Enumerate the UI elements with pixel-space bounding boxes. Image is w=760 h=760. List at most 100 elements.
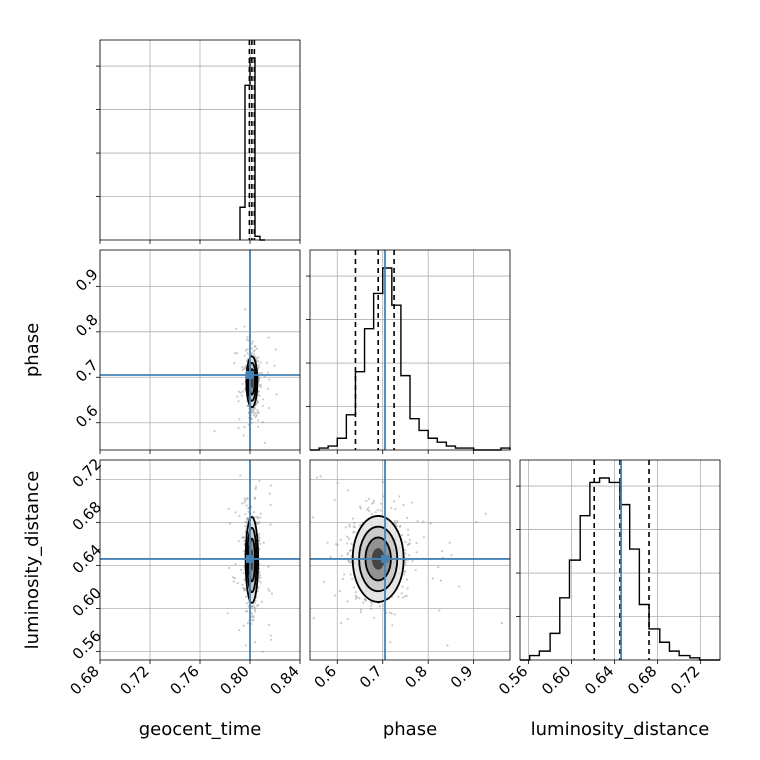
sample-point [326, 541, 329, 544]
sample-point [234, 562, 237, 566]
sample-point [251, 340, 254, 343]
sample-point [251, 409, 254, 412]
sample-point [255, 515, 259, 518]
sample-point [266, 371, 270, 374]
sample-point [247, 510, 250, 513]
x-axis-label-geocent_time: geocent_time [139, 719, 262, 740]
sample-point [240, 394, 244, 397]
sample-point [257, 603, 260, 607]
histogram-phase [310, 267, 511, 451]
sample-point [366, 508, 369, 511]
sample-point [261, 421, 264, 424]
sample-point [242, 536, 246, 539]
sample-point [395, 524, 398, 528]
sample-point [408, 554, 411, 557]
sample-point [245, 602, 248, 605]
sample-point [252, 408, 255, 412]
y-axis-label-phase: phase [22, 323, 43, 377]
sample-point [415, 551, 418, 554]
sample-point [242, 434, 245, 437]
sample-point [259, 581, 262, 584]
sample-point [270, 592, 273, 595]
sample-point [246, 404, 249, 408]
sample-point [254, 416, 257, 419]
sample-point [256, 401, 259, 404]
x-tick-label: 0.7 [356, 662, 386, 692]
sample-point [237, 400, 240, 403]
sample-point [289, 512, 291, 514]
scatter-panel-geocent_time-phase [99, 249, 301, 451]
sample-point [254, 345, 257, 348]
sample-point [393, 521, 396, 524]
sample-point [275, 393, 278, 396]
sample-point [233, 576, 237, 580]
sample-point [266, 387, 269, 390]
sample-point [246, 516, 249, 520]
sample-point [245, 520, 249, 523]
scatter-panel-phase-luminosity_distance [282, 459, 511, 671]
sample-point [268, 378, 271, 381]
sample-point [244, 499, 247, 502]
sample-point [262, 541, 265, 544]
sample-point [269, 634, 272, 637]
sample-point [243, 589, 246, 592]
sample-point [239, 474, 242, 477]
sample-point [398, 525, 401, 528]
sample-point [250, 417, 253, 420]
x-tick-label: 0.6 [311, 662, 341, 692]
sample-point [258, 672, 260, 674]
sample-point [254, 487, 257, 491]
sample-point [242, 550, 246, 553]
sample-point [254, 485, 258, 488]
sample-point [364, 599, 368, 602]
sample-point [250, 421, 253, 424]
x-tick-label: 0.72 [667, 662, 703, 698]
sample-point [239, 391, 242, 394]
sample-point [282, 495, 284, 497]
sample-point [258, 548, 261, 551]
sample-point [400, 592, 403, 595]
sample-point [237, 390, 241, 393]
sample-point [246, 348, 249, 351]
contour-0 [245, 355, 259, 409]
sample-point [258, 479, 261, 483]
sample-point [411, 501, 414, 504]
sample-point [353, 526, 357, 529]
sample-point [261, 650, 264, 653]
sample-point [259, 512, 262, 515]
sample-point [255, 347, 259, 350]
sample-point [245, 338, 249, 341]
sample-point [350, 542, 353, 545]
sample-point [234, 511, 237, 514]
sample-point [242, 624, 245, 627]
sample-point [359, 608, 363, 611]
sample-point [351, 577, 354, 580]
sample-point [392, 500, 396, 503]
sample-point [257, 586, 260, 589]
sample-point [372, 616, 375, 619]
sample-point [396, 519, 399, 523]
sample-point [429, 522, 432, 525]
sample-point [246, 358, 249, 361]
panel-frame [519, 459, 721, 661]
sample-point [243, 325, 246, 328]
sample-point [255, 357, 258, 360]
sample-point [267, 336, 270, 339]
sample-point [422, 536, 425, 539]
sample-point [240, 536, 244, 539]
sample-point [390, 507, 393, 510]
sample-point [499, 669, 501, 671]
sample-point [255, 521, 258, 524]
sample-point [246, 518, 249, 521]
sample-point [253, 349, 256, 352]
x-tick-label: 0.68 [624, 662, 660, 698]
sample-point [500, 621, 503, 625]
sample-point [348, 525, 351, 528]
sample-point [253, 496, 257, 499]
sample-point [236, 395, 239, 398]
sample-point [335, 543, 338, 546]
sample-point [254, 412, 257, 415]
sample-point [367, 509, 371, 512]
sample-point [403, 548, 407, 552]
sample-point [243, 543, 246, 546]
